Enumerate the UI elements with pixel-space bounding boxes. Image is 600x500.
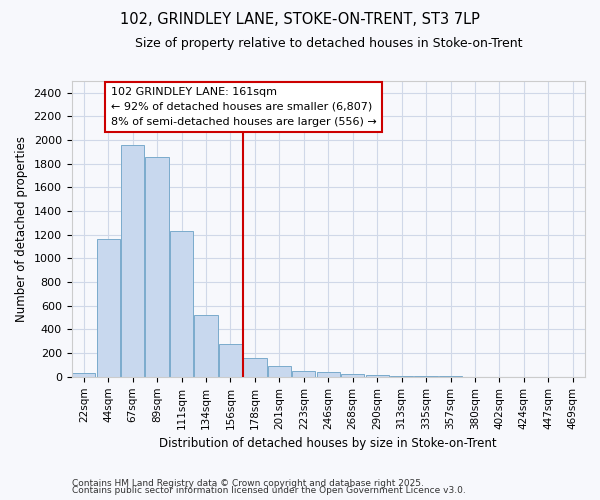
Text: Contains public sector information licensed under the Open Government Licence v3: Contains public sector information licen… — [72, 486, 466, 495]
Text: 102 GRINDLEY LANE: 161sqm
← 92% of detached houses are smaller (6,807)
8% of sem: 102 GRINDLEY LANE: 161sqm ← 92% of detac… — [110, 87, 376, 126]
Bar — [365, 375, 389, 377]
Text: 102, GRINDLEY LANE, STOKE-ON-TRENT, ST3 7LP: 102, GRINDLEY LANE, STOKE-ON-TRENT, ST3 … — [120, 12, 480, 28]
Bar — [121, 145, 144, 377]
Title: Size of property relative to detached houses in Stoke-on-Trent: Size of property relative to detached ho… — [134, 38, 522, 51]
Bar — [390, 376, 413, 377]
Bar — [268, 366, 291, 377]
Y-axis label: Number of detached properties: Number of detached properties — [15, 136, 28, 322]
Text: Contains HM Land Registry data © Crown copyright and database right 2025.: Contains HM Land Registry data © Crown c… — [72, 478, 424, 488]
Bar — [194, 316, 218, 377]
Bar — [243, 358, 266, 377]
Bar — [317, 372, 340, 377]
Bar — [219, 344, 242, 377]
Bar — [292, 372, 316, 377]
Bar — [72, 374, 95, 377]
Bar — [415, 376, 437, 377]
Bar — [170, 231, 193, 377]
Bar — [97, 240, 120, 377]
X-axis label: Distribution of detached houses by size in Stoke-on-Trent: Distribution of detached houses by size … — [160, 437, 497, 450]
Bar — [341, 374, 364, 377]
Bar — [145, 157, 169, 377]
